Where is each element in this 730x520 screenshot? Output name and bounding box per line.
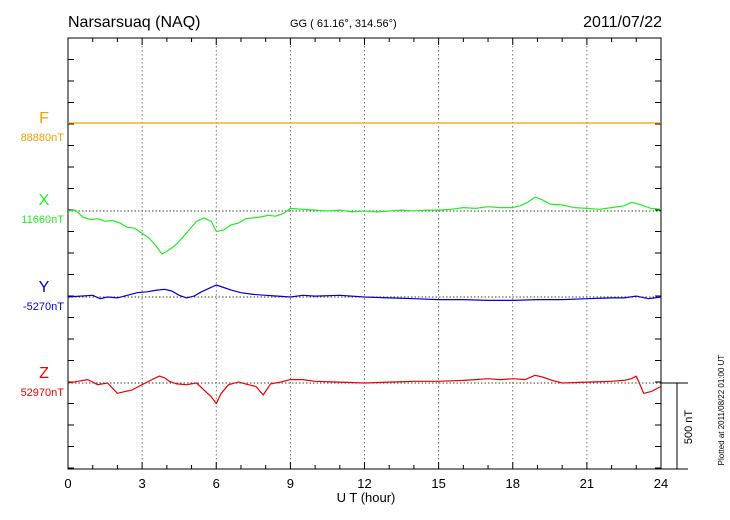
series-name-x: X <box>39 192 50 209</box>
grid-lines <box>141 38 588 469</box>
coords-label: GG ( 61.16°, 314.56°) <box>290 18 397 30</box>
x-tick-label: 9 <box>287 476 294 491</box>
series-baseline-value-f: 88880nT <box>21 132 65 144</box>
x-tick-label: 15 <box>431 476 445 491</box>
series-baseline-value-y: -5270nT <box>23 301 64 313</box>
station-title: Narsarsuaq (NAQ) <box>68 14 200 31</box>
date-label: 2011/07/22 <box>583 14 662 31</box>
series-line-y <box>67 284 662 301</box>
series-baseline-value-x: 11660nT <box>21 214 64 226</box>
x-tick-label: 18 <box>506 476 520 491</box>
series-name-f: F <box>39 110 49 127</box>
x-tick-label: 12 <box>357 476 371 491</box>
plotted-timestamp: Plotted at 2011/08/22 01:00 UT <box>717 355 726 466</box>
scale-bar: 500 nT <box>661 382 695 470</box>
series-baseline-value-z: 52970nT <box>21 387 65 399</box>
series-labels: F 88880nT X 11660nT Y -5270nT Z 52970nT <box>21 110 65 399</box>
series-line-z <box>67 374 662 405</box>
series-name-y: Y <box>39 279 50 296</box>
series-line-x <box>67 196 662 255</box>
x-tick-label: 21 <box>580 476 594 491</box>
x-tick-labels: 0 3 6 9 12 15 18 21 24 <box>64 476 668 491</box>
axis-ticks <box>67 37 662 469</box>
scale-bar-label: 500 nT <box>683 410 695 445</box>
x-axis-label: U T (hour) <box>337 490 396 505</box>
x-tick-label: 3 <box>139 476 146 491</box>
x-tick-label: 24 <box>654 476 668 491</box>
x-tick-label: 0 <box>64 476 71 491</box>
x-tick-label: 6 <box>213 476 220 491</box>
series-lines <box>67 122 662 405</box>
series-name-z: Z <box>39 365 49 382</box>
